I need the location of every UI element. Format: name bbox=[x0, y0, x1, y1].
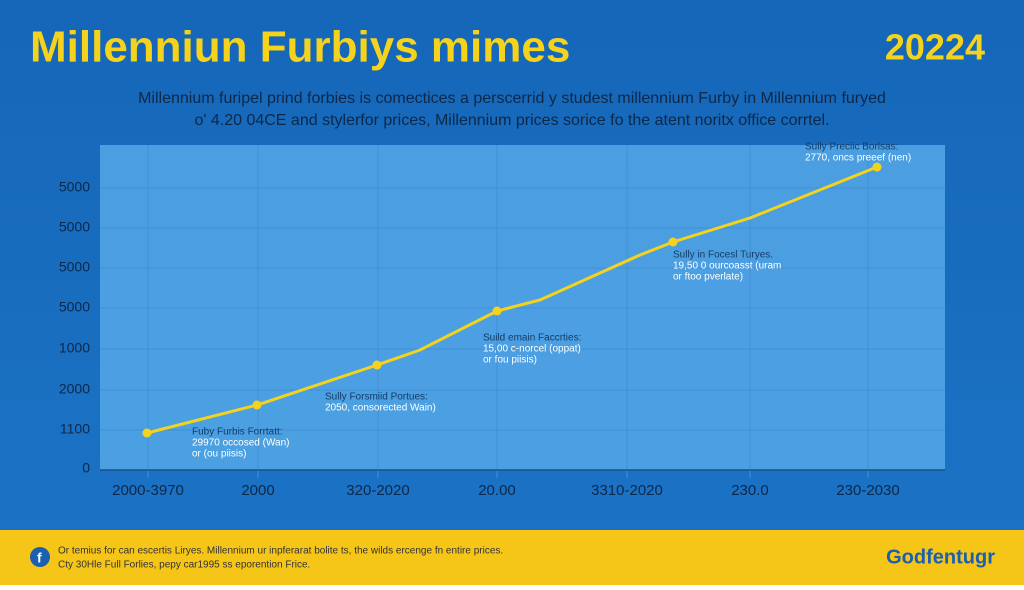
annotation: 19,50 0 ourcoasst (uram bbox=[673, 261, 781, 272]
annotation: 15,00 c-norcel (oppat) bbox=[483, 344, 581, 355]
point bbox=[668, 237, 678, 247]
y-axis-label: 5000 bbox=[59, 179, 90, 195]
title: Millenniun Furbiys mimes bbox=[30, 23, 570, 72]
annotation: Fuby Furbis Forrtatt: bbox=[192, 427, 283, 438]
annotation: or ftoo pverlate) bbox=[673, 272, 743, 283]
annotation: or (ou piisis) bbox=[192, 449, 246, 460]
subtitle: Millennium furipel prind forbies is come… bbox=[138, 90, 886, 107]
y-axis-label: 5000 bbox=[59, 299, 90, 315]
annotation: 2770, oncs preeef (nen) bbox=[805, 153, 911, 164]
point bbox=[142, 428, 152, 438]
brand: Godfentugr bbox=[886, 546, 995, 568]
annotation: 2050, consorected Wain) bbox=[325, 403, 436, 414]
point bbox=[252, 400, 262, 410]
grid bbox=[100, 145, 945, 478]
annotation: Sully Forsmiid Portues: bbox=[325, 392, 428, 403]
x-axis-label: 230.0 bbox=[731, 482, 769, 499]
y-axis-label: 2000 bbox=[59, 381, 90, 397]
footer-text: Cty 30Hle Full Forlies, pepy car1995 ss … bbox=[58, 560, 310, 571]
facebook-letter: f bbox=[37, 550, 42, 566]
y-axis-label: 1100 bbox=[60, 421, 90, 437]
points bbox=[142, 162, 882, 438]
point bbox=[372, 360, 382, 370]
x-axis-label: 20.00 bbox=[478, 482, 516, 499]
y-axis-label: 5000 bbox=[59, 259, 90, 275]
footer-text: Or temius for can escertis Liryes. Mille… bbox=[58, 546, 503, 557]
annotation: Sully Preciic Borlsas: bbox=[805, 142, 898, 153]
y-axis-label: 0 bbox=[82, 460, 90, 476]
y-axis-label: 1000 bbox=[59, 340, 90, 356]
point bbox=[492, 306, 502, 316]
trend-line bbox=[146, 165, 878, 435]
annotation: Sully in Focesl Turyes. bbox=[673, 250, 773, 261]
annotation: Suild emain Faccrties: bbox=[483, 333, 581, 344]
year: 20224 bbox=[885, 27, 985, 68]
footer-band bbox=[0, 530, 1024, 585]
annotation: or fou piisis) bbox=[483, 355, 537, 366]
x-axis-label: 2000 bbox=[241, 482, 274, 499]
x-axis-label: 2000-3970 bbox=[112, 482, 184, 499]
facebook-icon bbox=[30, 547, 50, 567]
annotation: 29970 occosed (Wan) bbox=[192, 438, 289, 449]
x-axis-label: 230-2030 bbox=[836, 482, 899, 499]
point bbox=[872, 162, 882, 172]
x-axis-label: 320-2020 bbox=[346, 482, 409, 499]
subtitle: o' 4.20 04CE and stylerfor prices, Mille… bbox=[194, 112, 829, 129]
x-axis-label: 3310-2020 bbox=[591, 482, 663, 499]
y-axis-label: 5000 bbox=[59, 219, 90, 235]
